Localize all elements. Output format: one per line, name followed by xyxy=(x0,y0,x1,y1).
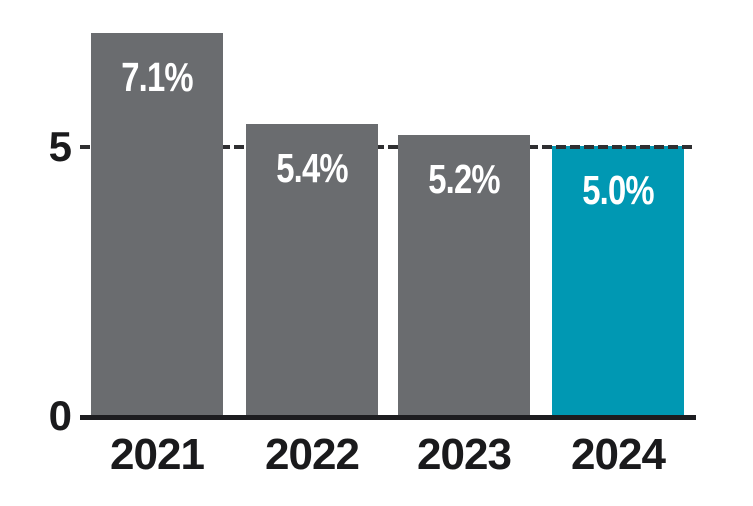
x-axis-label: 2022 xyxy=(265,430,360,479)
bar-2021 xyxy=(91,33,223,415)
reference-dashed-line xyxy=(80,145,696,149)
bar-2022 xyxy=(246,124,378,415)
x-axis-line xyxy=(80,415,696,420)
x-axis-label: 2023 xyxy=(417,430,512,479)
bar-2023 xyxy=(398,135,530,415)
bar-value-label: 5.4% xyxy=(276,145,348,191)
y-axis-tick-label: 5 xyxy=(48,123,72,170)
x-axis-label: 2024 xyxy=(571,430,666,479)
bar-value-label: 5.2% xyxy=(428,156,500,202)
bar-value-label: 7.1% xyxy=(121,54,193,100)
bar-2024 xyxy=(552,146,684,415)
y-axis-tick-label: 0 xyxy=(48,392,72,439)
bar-value-label: 5.0% xyxy=(582,167,654,213)
x-axis-label: 2021 xyxy=(110,430,205,479)
